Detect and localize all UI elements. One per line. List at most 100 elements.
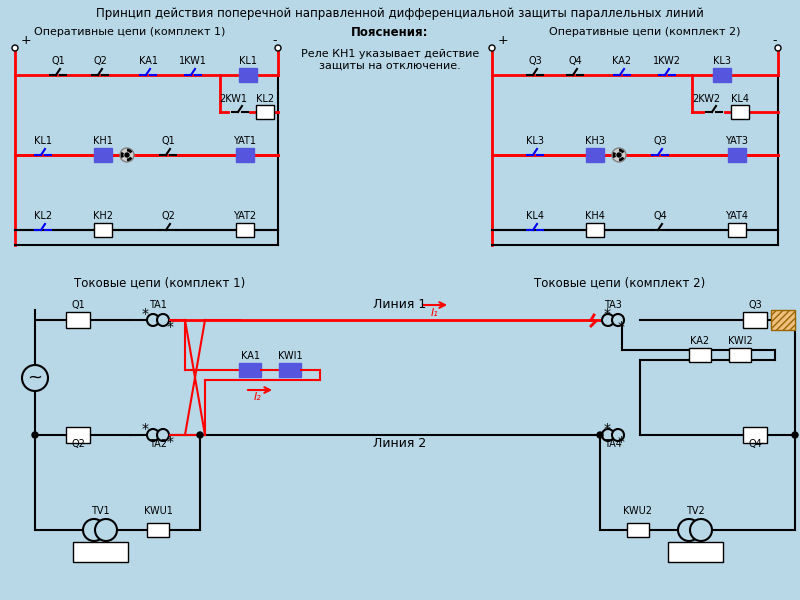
Text: -: - [772,34,777,47]
Circle shape [612,429,624,441]
Text: KA2: KA2 [690,336,710,346]
Bar [731,105,749,119]
Bar [236,223,254,237]
Circle shape [125,153,129,157]
Bar [256,105,274,119]
Circle shape [617,153,621,157]
Bar [627,523,649,537]
Circle shape [147,429,159,441]
Text: KL3: KL3 [713,56,731,66]
Text: Q3: Q3 [653,136,667,146]
Text: KH2: KH2 [93,211,113,221]
Text: Реле КН1 указывает действие
защиты на отключение.: Реле КН1 указывает действие защиты на от… [301,49,479,71]
Bar [239,68,257,82]
Bar [94,148,112,162]
Text: *: * [166,320,174,334]
Text: *: * [142,422,149,436]
Text: 2KW1: 2KW1 [219,94,247,104]
Bar [236,148,254,162]
Text: YAT1: YAT1 [234,136,257,146]
Text: I₁: I₁ [431,308,439,318]
Text: +: + [21,34,32,47]
Text: *: * [166,435,174,449]
Text: ~: ~ [27,369,42,387]
Circle shape [597,432,603,438]
Text: Q1: Q1 [51,56,65,66]
Bar [66,312,90,328]
Text: 2KW2: 2KW2 [692,94,720,104]
Bar [66,427,90,443]
Circle shape [157,429,169,441]
Circle shape [602,429,614,441]
Text: KWU1: KWU1 [143,506,173,516]
Text: Принцип действия поперечной направленной дифференциальной защиты параллельных ли: Принцип действия поперечной направленной… [96,7,704,20]
Text: KWI1: KWI1 [278,351,302,361]
Text: KL4: KL4 [731,94,749,104]
Text: I₂: I₂ [254,392,262,402]
Text: Q4: Q4 [653,211,667,221]
Text: KL4: KL4 [526,211,544,221]
Text: Токовые цепи (комплект 1): Токовые цепи (комплект 1) [74,277,246,289]
Text: Q3: Q3 [748,300,762,310]
Text: *: * [603,307,610,321]
Bar [239,363,261,377]
Text: KL1: KL1 [34,136,52,146]
Bar [743,427,767,443]
Bar [728,223,746,237]
Text: YAT4: YAT4 [726,211,749,221]
Text: *: * [603,422,610,436]
Text: KWU2: KWU2 [623,506,653,516]
Text: KA1: KA1 [138,56,158,66]
Circle shape [612,314,624,326]
Bar [279,363,301,377]
Text: TV1: TV1 [90,506,110,516]
Bar [94,223,112,237]
Text: KL2: KL2 [256,94,274,104]
Bar [771,310,795,330]
Text: TA2: TA2 [149,439,167,449]
Text: Линия 1: Линия 1 [374,298,426,311]
Text: Линия 2: Линия 2 [374,437,426,450]
Text: TV2: TV2 [686,506,704,516]
Text: 1KW2: 1KW2 [653,56,681,66]
Bar [729,348,751,362]
Text: YAT3: YAT3 [726,136,749,146]
Text: KH3: KH3 [585,136,605,146]
Circle shape [612,148,626,162]
Text: Q2: Q2 [93,56,107,66]
Text: KA2: KA2 [613,56,631,66]
Text: KH4: KH4 [585,211,605,221]
Circle shape [792,432,798,438]
Circle shape [147,314,159,326]
Circle shape [22,365,48,391]
Bar [586,223,604,237]
Bar [728,148,746,162]
Text: TA1: TA1 [149,300,167,310]
Text: KH1: KH1 [93,136,113,146]
Circle shape [678,519,700,541]
Text: Q3: Q3 [528,56,542,66]
Bar [667,542,722,562]
Circle shape [83,519,105,541]
Circle shape [690,519,712,541]
Bar [713,68,731,82]
Text: TA3: TA3 [604,300,622,310]
Text: Q4: Q4 [748,439,762,449]
Bar [586,148,604,162]
Circle shape [32,432,38,438]
Text: Оперативные цепи (комплект 2): Оперативные цепи (комплект 2) [550,27,741,37]
Text: Q1: Q1 [71,300,85,310]
Text: YAT2: YAT2 [234,211,257,221]
Text: Оперативные цепи (комплект 1): Оперативные цепи (комплект 1) [34,27,226,37]
Text: KL2: KL2 [34,211,52,221]
Text: Q2: Q2 [161,211,175,221]
Text: KL3: KL3 [526,136,544,146]
Text: *: * [618,320,625,334]
Text: *: * [142,307,149,321]
Text: +: + [498,34,509,47]
Text: 1KW1: 1KW1 [179,56,207,66]
Text: Q1: Q1 [161,136,175,146]
Circle shape [12,45,18,51]
Text: TA4: TA4 [604,439,622,449]
Text: *: * [618,435,625,449]
